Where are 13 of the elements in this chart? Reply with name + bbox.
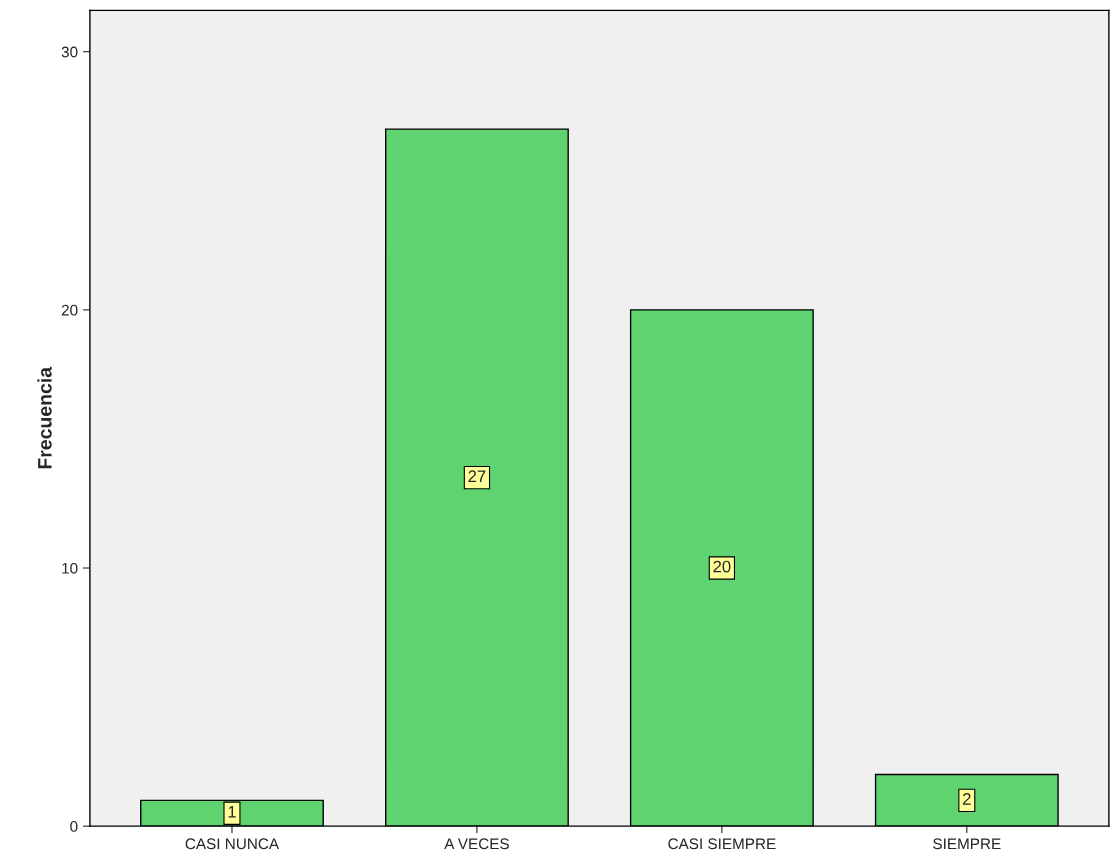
y-tick-label: 0 xyxy=(70,821,78,832)
x-tick-label: CASI NUNCA xyxy=(185,838,280,850)
y-tick-label: 10 xyxy=(62,562,78,574)
x-tick-label: A VECES xyxy=(444,838,509,850)
y-tick-label: 20 xyxy=(61,304,78,316)
y-tick-label: 30 xyxy=(61,46,78,58)
x-tick-label: SIEMPRE xyxy=(933,838,1001,850)
data-label: 2 xyxy=(963,793,971,805)
x-tick-label: CASI SIEMPRE xyxy=(668,838,776,850)
data-label: 20 xyxy=(713,560,731,573)
data-label: 27 xyxy=(468,470,486,482)
y-axis-title: Frecuencia xyxy=(37,366,52,469)
data-label: 1 xyxy=(228,806,236,818)
